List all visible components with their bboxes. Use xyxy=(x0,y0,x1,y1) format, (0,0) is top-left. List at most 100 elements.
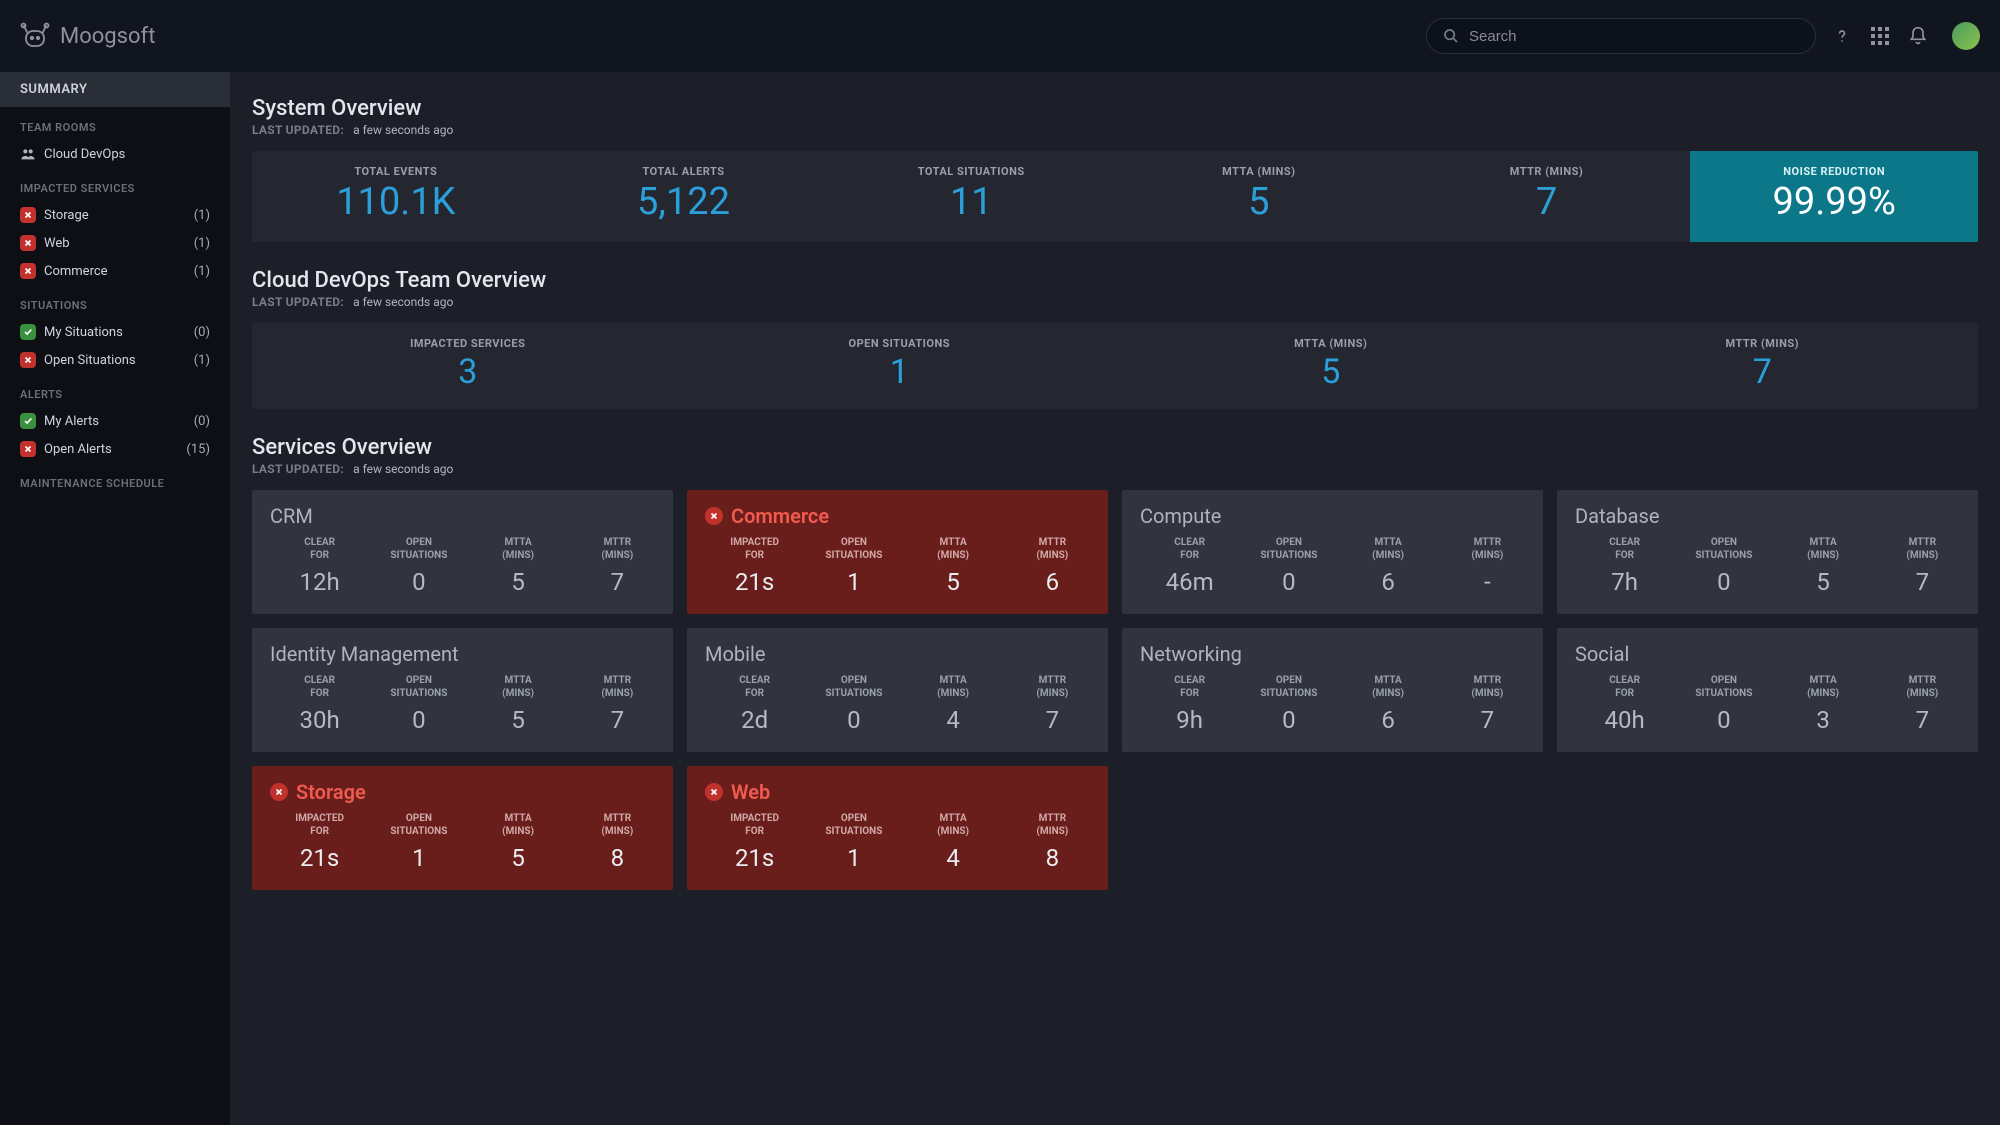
section-subtitle: Last Updated: a few seconds ago xyxy=(252,123,1978,137)
svc-label: OpenSituations xyxy=(1239,674,1338,700)
service-card[interactable]: Identity ManagementClearFor30hOpenSituat… xyxy=(252,628,673,752)
stat-cell[interactable]: Total Events110.1K xyxy=(252,151,540,242)
main-content: System Overview Last Updated: a few seco… xyxy=(230,72,2000,1125)
team-overview-section: Cloud DevOps Team Overview Last Updated:… xyxy=(252,268,1978,409)
stat-label: Impacted Services xyxy=(262,337,674,350)
stat-cell[interactable]: MTTR (Mins)7 xyxy=(1547,323,1979,409)
stat-cell[interactable]: MTTA (Mins)5 xyxy=(1115,151,1403,242)
stat-cell[interactable]: MTTA (Mins)5 xyxy=(1115,323,1547,409)
stat-cell[interactable]: MTTR (Mins)7 xyxy=(1403,151,1691,242)
service-card[interactable]: DatabaseClearFor7hOpenSituations0MTTA(Mi… xyxy=(1557,490,1978,614)
sidebar-item-count: (1) xyxy=(194,264,210,279)
stat-value: 5 xyxy=(1125,182,1393,224)
service-card[interactable]: NetworkingClearFor9hOpenSituations0MTTA(… xyxy=(1122,628,1543,752)
svc-label: OpenSituations xyxy=(804,536,903,562)
svc-label: ClearFor xyxy=(705,674,804,700)
sidebar-item[interactable]: Open Alerts(15) xyxy=(0,435,230,463)
svc-label: MTTA(Mins) xyxy=(904,536,1003,562)
svc-value: 5 xyxy=(904,568,1003,596)
svc-label: OpenSituations xyxy=(369,812,468,838)
svc-value: 40h xyxy=(1575,706,1674,734)
status-green-icon xyxy=(20,413,36,429)
sidebar-item[interactable]: My Alerts (0) xyxy=(0,407,230,435)
service-card[interactable]: CommerceImpactedFor21sOpenSituations1MTT… xyxy=(687,490,1108,614)
team-stats-row: Impacted Services3Open Situations1MTTA (… xyxy=(252,323,1978,409)
stat-value: 11 xyxy=(837,182,1105,224)
search-box[interactable] xyxy=(1426,18,1816,54)
svc-value: 0 xyxy=(1239,568,1338,596)
stat-value: 7 xyxy=(1557,354,1969,391)
search-icon xyxy=(1443,28,1459,44)
sidebar-item[interactable]: Open Situations(1) xyxy=(0,346,230,374)
sidebar-item-cloud-devops[interactable]: Cloud DevOps xyxy=(0,140,230,168)
sidebar-item-label: Web xyxy=(44,236,186,251)
sidebar-item[interactable]: Storage(1) xyxy=(0,201,230,229)
service-card[interactable]: CRMClearFor12hOpenSituations0MTTA(Mins)5… xyxy=(252,490,673,614)
svc-value: 0 xyxy=(1239,706,1338,734)
svc-label: OpenSituations xyxy=(1674,674,1773,700)
svc-value: 1 xyxy=(369,844,468,872)
service-card[interactable]: WebImpactedFor21sOpenSituations1MTTA(Min… xyxy=(687,766,1108,890)
stat-cell[interactable]: Open Situations1 xyxy=(684,323,1116,409)
svc-value: 21s xyxy=(270,844,369,872)
svc-value: 0 xyxy=(804,706,903,734)
sidebar-item[interactable]: Commerce(1) xyxy=(0,257,230,285)
sidebar-summary[interactable]: Summary xyxy=(0,72,230,107)
sidebar: Summary Team Rooms Cloud DevOps Impacted… xyxy=(0,72,230,1125)
svc-value: 0 xyxy=(1674,568,1773,596)
logo[interactable]: Moogsoft xyxy=(20,22,155,50)
help-icon[interactable] xyxy=(1830,24,1854,48)
stat-cell[interactable]: Total Alerts5,122 xyxy=(540,151,828,242)
svc-label: OpenSituations xyxy=(1239,536,1338,562)
svc-label: ClearFor xyxy=(1140,536,1239,562)
svc-value: 7h xyxy=(1575,568,1674,596)
service-card[interactable]: ComputeClearFor46mOpenSituations0MTTA(Mi… xyxy=(1122,490,1543,614)
stat-value: 99.99% xyxy=(1700,182,1968,224)
service-name: Compute xyxy=(1140,504,1537,528)
sidebar-item-count: (0) xyxy=(194,414,210,429)
close-circle-icon xyxy=(270,783,288,801)
search-input[interactable] xyxy=(1469,28,1799,45)
last-updated-label: Last Updated: xyxy=(252,462,344,476)
stat-cell[interactable]: Impacted Services3 xyxy=(252,323,684,409)
service-name: Commerce xyxy=(705,504,1102,528)
service-card[interactable]: SocialClearFor40hOpenSituations0MTTA(Min… xyxy=(1557,628,1978,752)
avatar[interactable] xyxy=(1952,22,1980,50)
sidebar-header-impacted-services: Impacted Services xyxy=(0,168,230,201)
last-updated-value: a few seconds ago xyxy=(353,123,453,137)
sidebar-header-alerts: Alerts xyxy=(0,374,230,407)
sidebar-item-count: (15) xyxy=(186,442,210,457)
service-name: Database xyxy=(1575,504,1972,528)
status-red-icon xyxy=(20,263,36,279)
sidebar-item[interactable]: My Situations(0) xyxy=(0,318,230,346)
sidebar-item-label: Storage xyxy=(44,208,186,223)
service-stats: ClearFor46mOpenSituations0MTTA(Mins)6MTT… xyxy=(1140,536,1537,596)
service-stats: ImpactedFor21sOpenSituations1MTTA(Mins)4… xyxy=(705,812,1102,872)
stat-value: 1 xyxy=(694,354,1106,391)
service-name: Identity Management xyxy=(270,642,667,666)
svc-value: 30h xyxy=(270,706,369,734)
service-card[interactable]: StorageImpactedFor21sOpenSituations1MTTA… xyxy=(252,766,673,890)
stat-cell[interactable]: Total Situations11 xyxy=(827,151,1115,242)
sidebar-item[interactable]: Web(1) xyxy=(0,229,230,257)
apps-grid-icon[interactable] xyxy=(1868,24,1892,48)
svc-value: 7 xyxy=(1873,706,1972,734)
svc-label: MTTR(Mins) xyxy=(1873,674,1972,700)
sidebar-header-maintenance[interactable]: Maintenance Schedule xyxy=(0,463,230,496)
svc-label: MTTR(Mins) xyxy=(1003,674,1102,700)
service-stats: ClearFor9hOpenSituations0MTTA(Mins)6MTTR… xyxy=(1140,674,1537,734)
svc-value: - xyxy=(1438,568,1537,596)
svc-label: ClearFor xyxy=(1575,674,1674,700)
svc-label: ClearFor xyxy=(270,674,369,700)
svc-label: MTTR(Mins) xyxy=(568,812,667,838)
svc-label: MTTA(Mins) xyxy=(1339,536,1438,562)
stat-cell[interactable]: Noise Reduction99.99% xyxy=(1690,151,1978,242)
system-overview-section: System Overview Last Updated: a few seco… xyxy=(252,96,1978,242)
sidebar-item-label: My Alerts xyxy=(44,414,186,429)
last-updated-label: Last Updated: xyxy=(252,295,344,309)
bell-icon[interactable] xyxy=(1906,24,1930,48)
svc-value: 0 xyxy=(1674,706,1773,734)
svc-label: MTTR(Mins) xyxy=(1873,536,1972,562)
service-card[interactable]: MobileClearFor2dOpenSituations0MTTA(Mins… xyxy=(687,628,1108,752)
svc-label: ClearFor xyxy=(1575,536,1674,562)
